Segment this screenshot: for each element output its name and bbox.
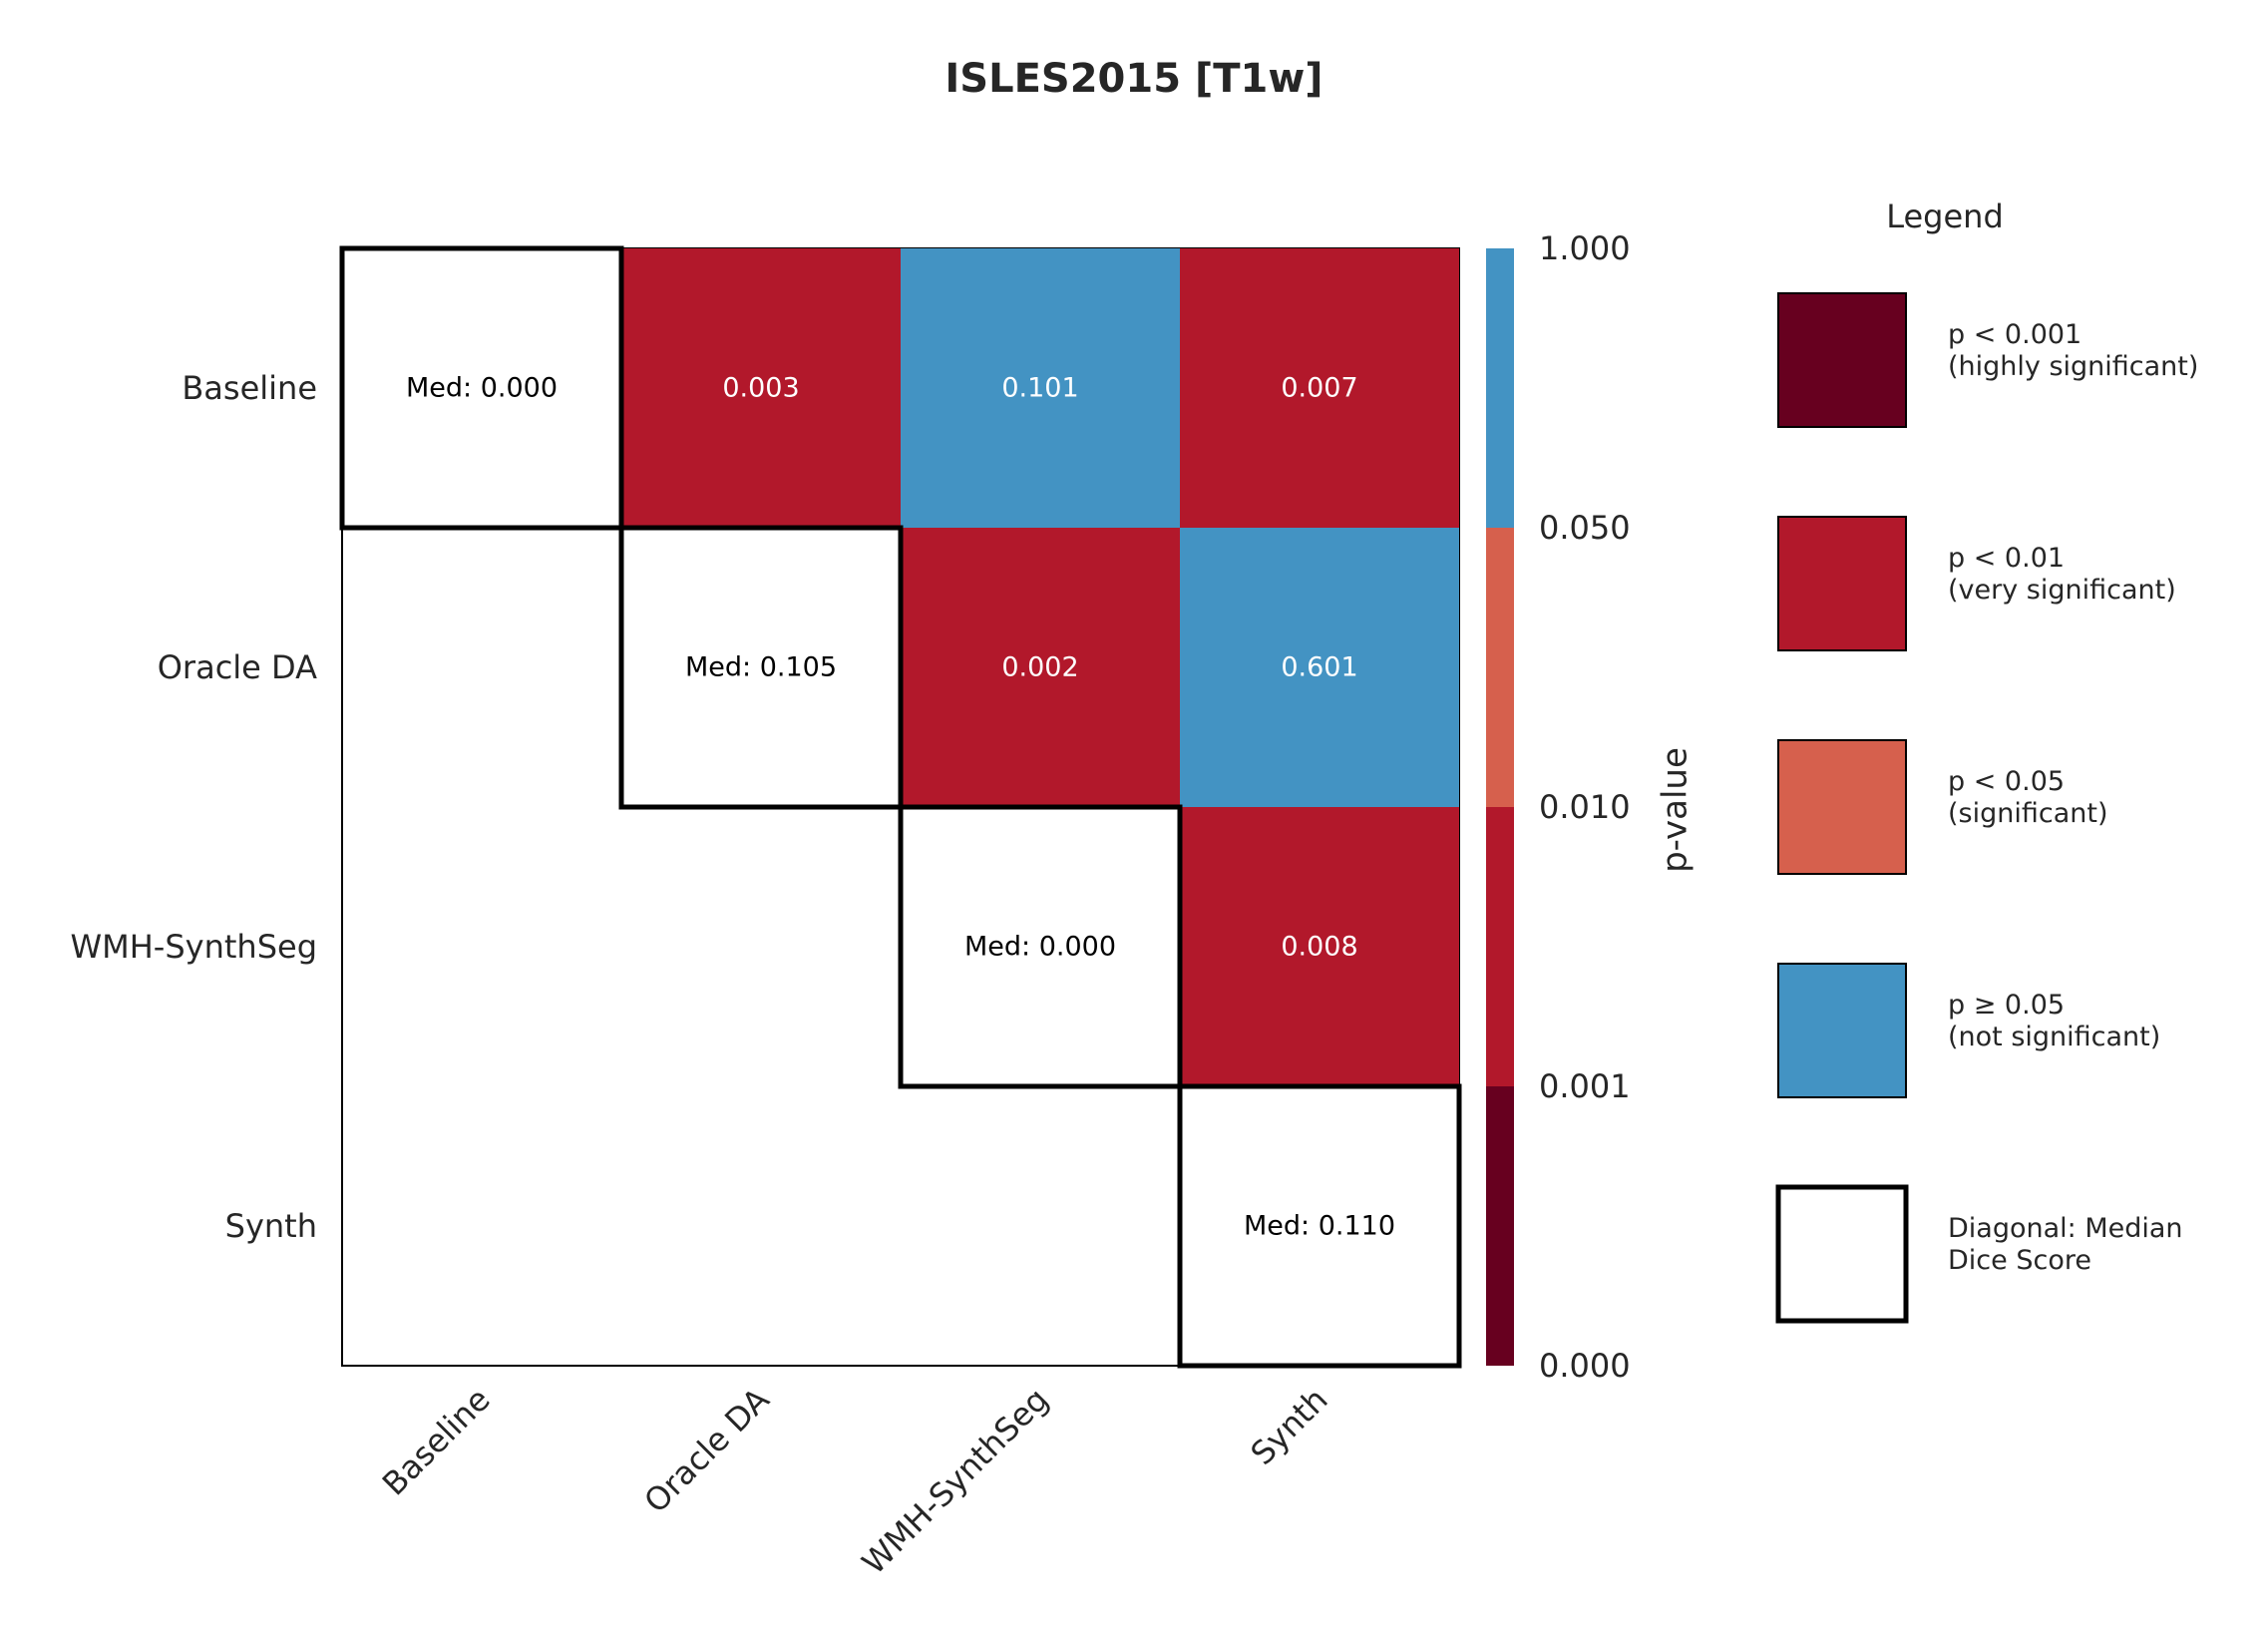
legend-swatch xyxy=(1777,739,1907,875)
column-label: WMH-SynthSeg xyxy=(855,1381,1056,1582)
cell-value-label: 0.002 xyxy=(1001,652,1078,683)
colorbar-tick-label: 0.000 xyxy=(1539,1347,1631,1385)
legend-label-line2: (very significant) xyxy=(1948,575,2176,606)
legend-label-line1: p < 0.05 xyxy=(1948,766,2065,797)
legend-label-line2: (not significant) xyxy=(1948,1022,2160,1052)
legend-swatch xyxy=(1777,516,1907,651)
heatmap-grid: 0.003 0.101 0.007 0.002 0.601 0.008 Med: 0.000… xyxy=(339,245,1462,1369)
heatmap-cell xyxy=(1180,248,1459,528)
legend-label-line1: p < 0.001 xyxy=(1948,319,2081,350)
legend-swatch xyxy=(1777,292,1907,428)
colorbar-tick-label: 0.010 xyxy=(1539,788,1631,826)
colorbar-tick-label: 1.000 xyxy=(1539,229,1631,267)
colorbar: 1.000 0.050 0.010 0.001 0.000 xyxy=(1486,229,1631,1385)
legend-label-line1: p < 0.01 xyxy=(1948,543,2065,574)
column-label: Synth xyxy=(1243,1381,1334,1472)
legend-label-line2: (highly significant) xyxy=(1948,351,2198,382)
column-label: Oracle DA xyxy=(636,1381,776,1520)
diagonal-median-label: Med: 0.105 xyxy=(685,652,837,683)
row-label: Baseline xyxy=(182,369,317,407)
column-labels: Baseline Oracle DA WMH-SynthSeg Synth xyxy=(375,1381,1335,1582)
colorbar-band xyxy=(1486,528,1514,807)
legend-label-line2: (significant) xyxy=(1948,798,2107,829)
legend-label-line1: p ≥ 0.05 xyxy=(1948,990,2065,1021)
cell-value-label: 0.003 xyxy=(722,373,799,404)
colorbar-band xyxy=(1486,248,1514,528)
legend-label-line2: Dice Score xyxy=(1948,1245,2091,1276)
cell-value-label: 0.101 xyxy=(1001,373,1078,404)
cell-value-label: 0.601 xyxy=(1281,652,1357,683)
colorbar-tick-label: 0.001 xyxy=(1539,1067,1631,1105)
heatmap-cell xyxy=(901,528,1180,807)
legend: Legend p < 0.001(highly significant) p < … xyxy=(1775,198,2198,1324)
colorbar-tick-label: 0.050 xyxy=(1539,509,1631,547)
colorbar-label: p-value xyxy=(1656,747,1696,873)
colorbar-band xyxy=(1486,1086,1514,1366)
row-label: Oracle DA xyxy=(158,648,317,686)
column-label: Baseline xyxy=(375,1381,498,1503)
row-label: WMH-SynthSeg xyxy=(70,928,317,966)
heatmap-cell xyxy=(901,248,1180,528)
heatmap-cell xyxy=(1180,528,1459,807)
row-labels: Baseline Oracle DA WMH-SynthSeg Synth xyxy=(70,369,317,1245)
cell-value-label: 0.008 xyxy=(1281,932,1357,963)
diagonal-median-label: Med: 0.000 xyxy=(964,932,1116,963)
row-label: Synth xyxy=(225,1207,317,1245)
diagonal-cell xyxy=(898,804,1183,1089)
legend-title: Legend xyxy=(1886,198,2004,235)
legend-label-line1: Diagonal: Median xyxy=(1948,1213,2183,1244)
diagonal-cell xyxy=(618,525,904,810)
cell-value-label: 0.007 xyxy=(1281,373,1357,404)
diagonal-cell xyxy=(1177,1083,1462,1369)
colorbar-band xyxy=(1486,807,1514,1086)
chart-title: ISLES2015 [T1w] xyxy=(945,56,1323,102)
heatmap-cell xyxy=(621,248,901,528)
diagonal-median-label: Med: 0.110 xyxy=(1244,1211,1395,1242)
heatmap-cell xyxy=(1180,807,1459,1086)
legend-swatch xyxy=(1777,963,1907,1098)
diagonal-cell xyxy=(339,245,624,531)
diagonal-median-label: Med: 0.000 xyxy=(406,373,558,404)
legend-swatch xyxy=(1775,1184,1909,1324)
